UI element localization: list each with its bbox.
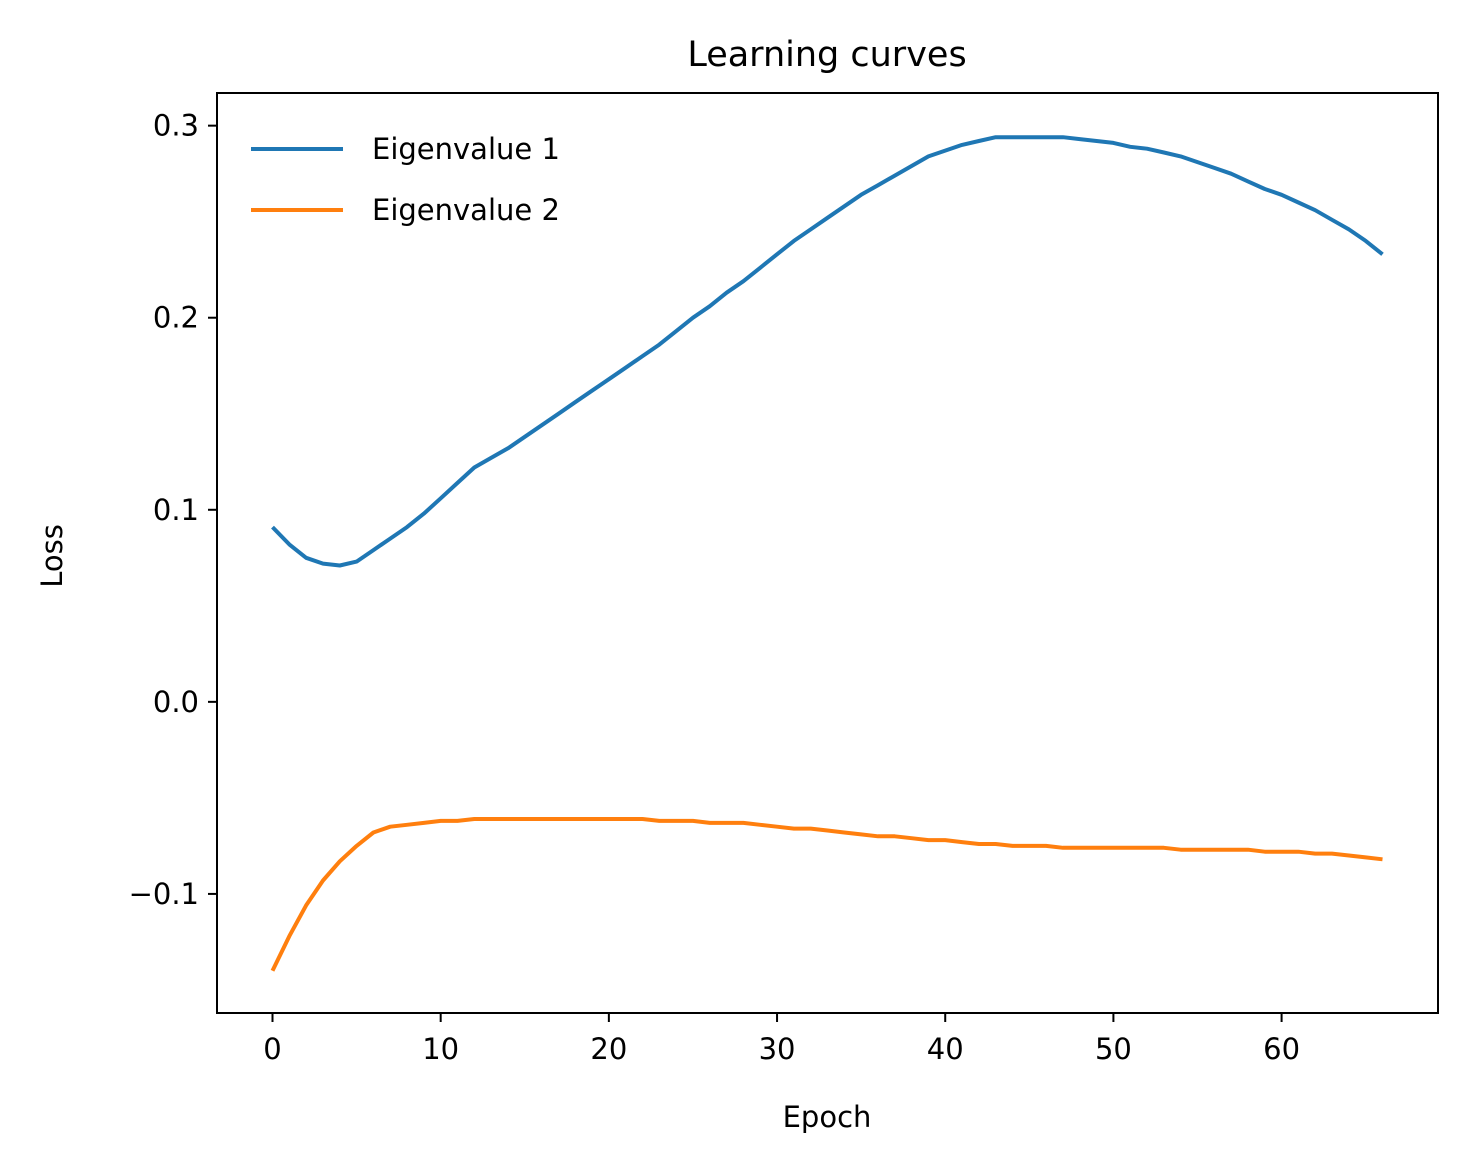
x-tick-label: 10 [422,1032,459,1066]
x-axis-ticks: 0 10 20 30 40 50 60 [263,1013,1300,1066]
series-layer [270,135,1384,972]
legend-label-2: Eigenvalue 2 [372,193,560,227]
y-tick-label: 0.3 [153,109,199,143]
x-tick-label: 20 [590,1032,627,1066]
y-tick-label: 0.1 [153,493,199,527]
x-tick-label: 60 [1263,1032,1300,1066]
x-tick-label: 50 [1095,1032,1132,1066]
x-axis-label: Epoch [783,1100,872,1134]
y-tick-label: 0.0 [153,685,199,719]
x-tick-label: 30 [759,1032,796,1066]
legend-label-1: Eigenvalue 1 [372,132,560,166]
y-tick-label: −0.1 [129,877,199,911]
plot-area [216,92,1439,1014]
chart-title: Learning curves [687,35,966,75]
x-tick-label: 40 [927,1032,964,1066]
series-line-1 [271,135,1384,568]
x-tick-label: 0 [263,1032,281,1066]
legend: Eigenvalue 1 Eigenvalue 2 [251,132,560,227]
plot-frame [216,92,1439,1014]
y-axis-label: Loss [35,524,69,588]
y-axis-ticks: −0.1 0.0 0.1 0.2 0.3 [129,109,217,911]
y-tick-label: 0.2 [153,301,199,335]
series-line-2 [270,817,1383,972]
